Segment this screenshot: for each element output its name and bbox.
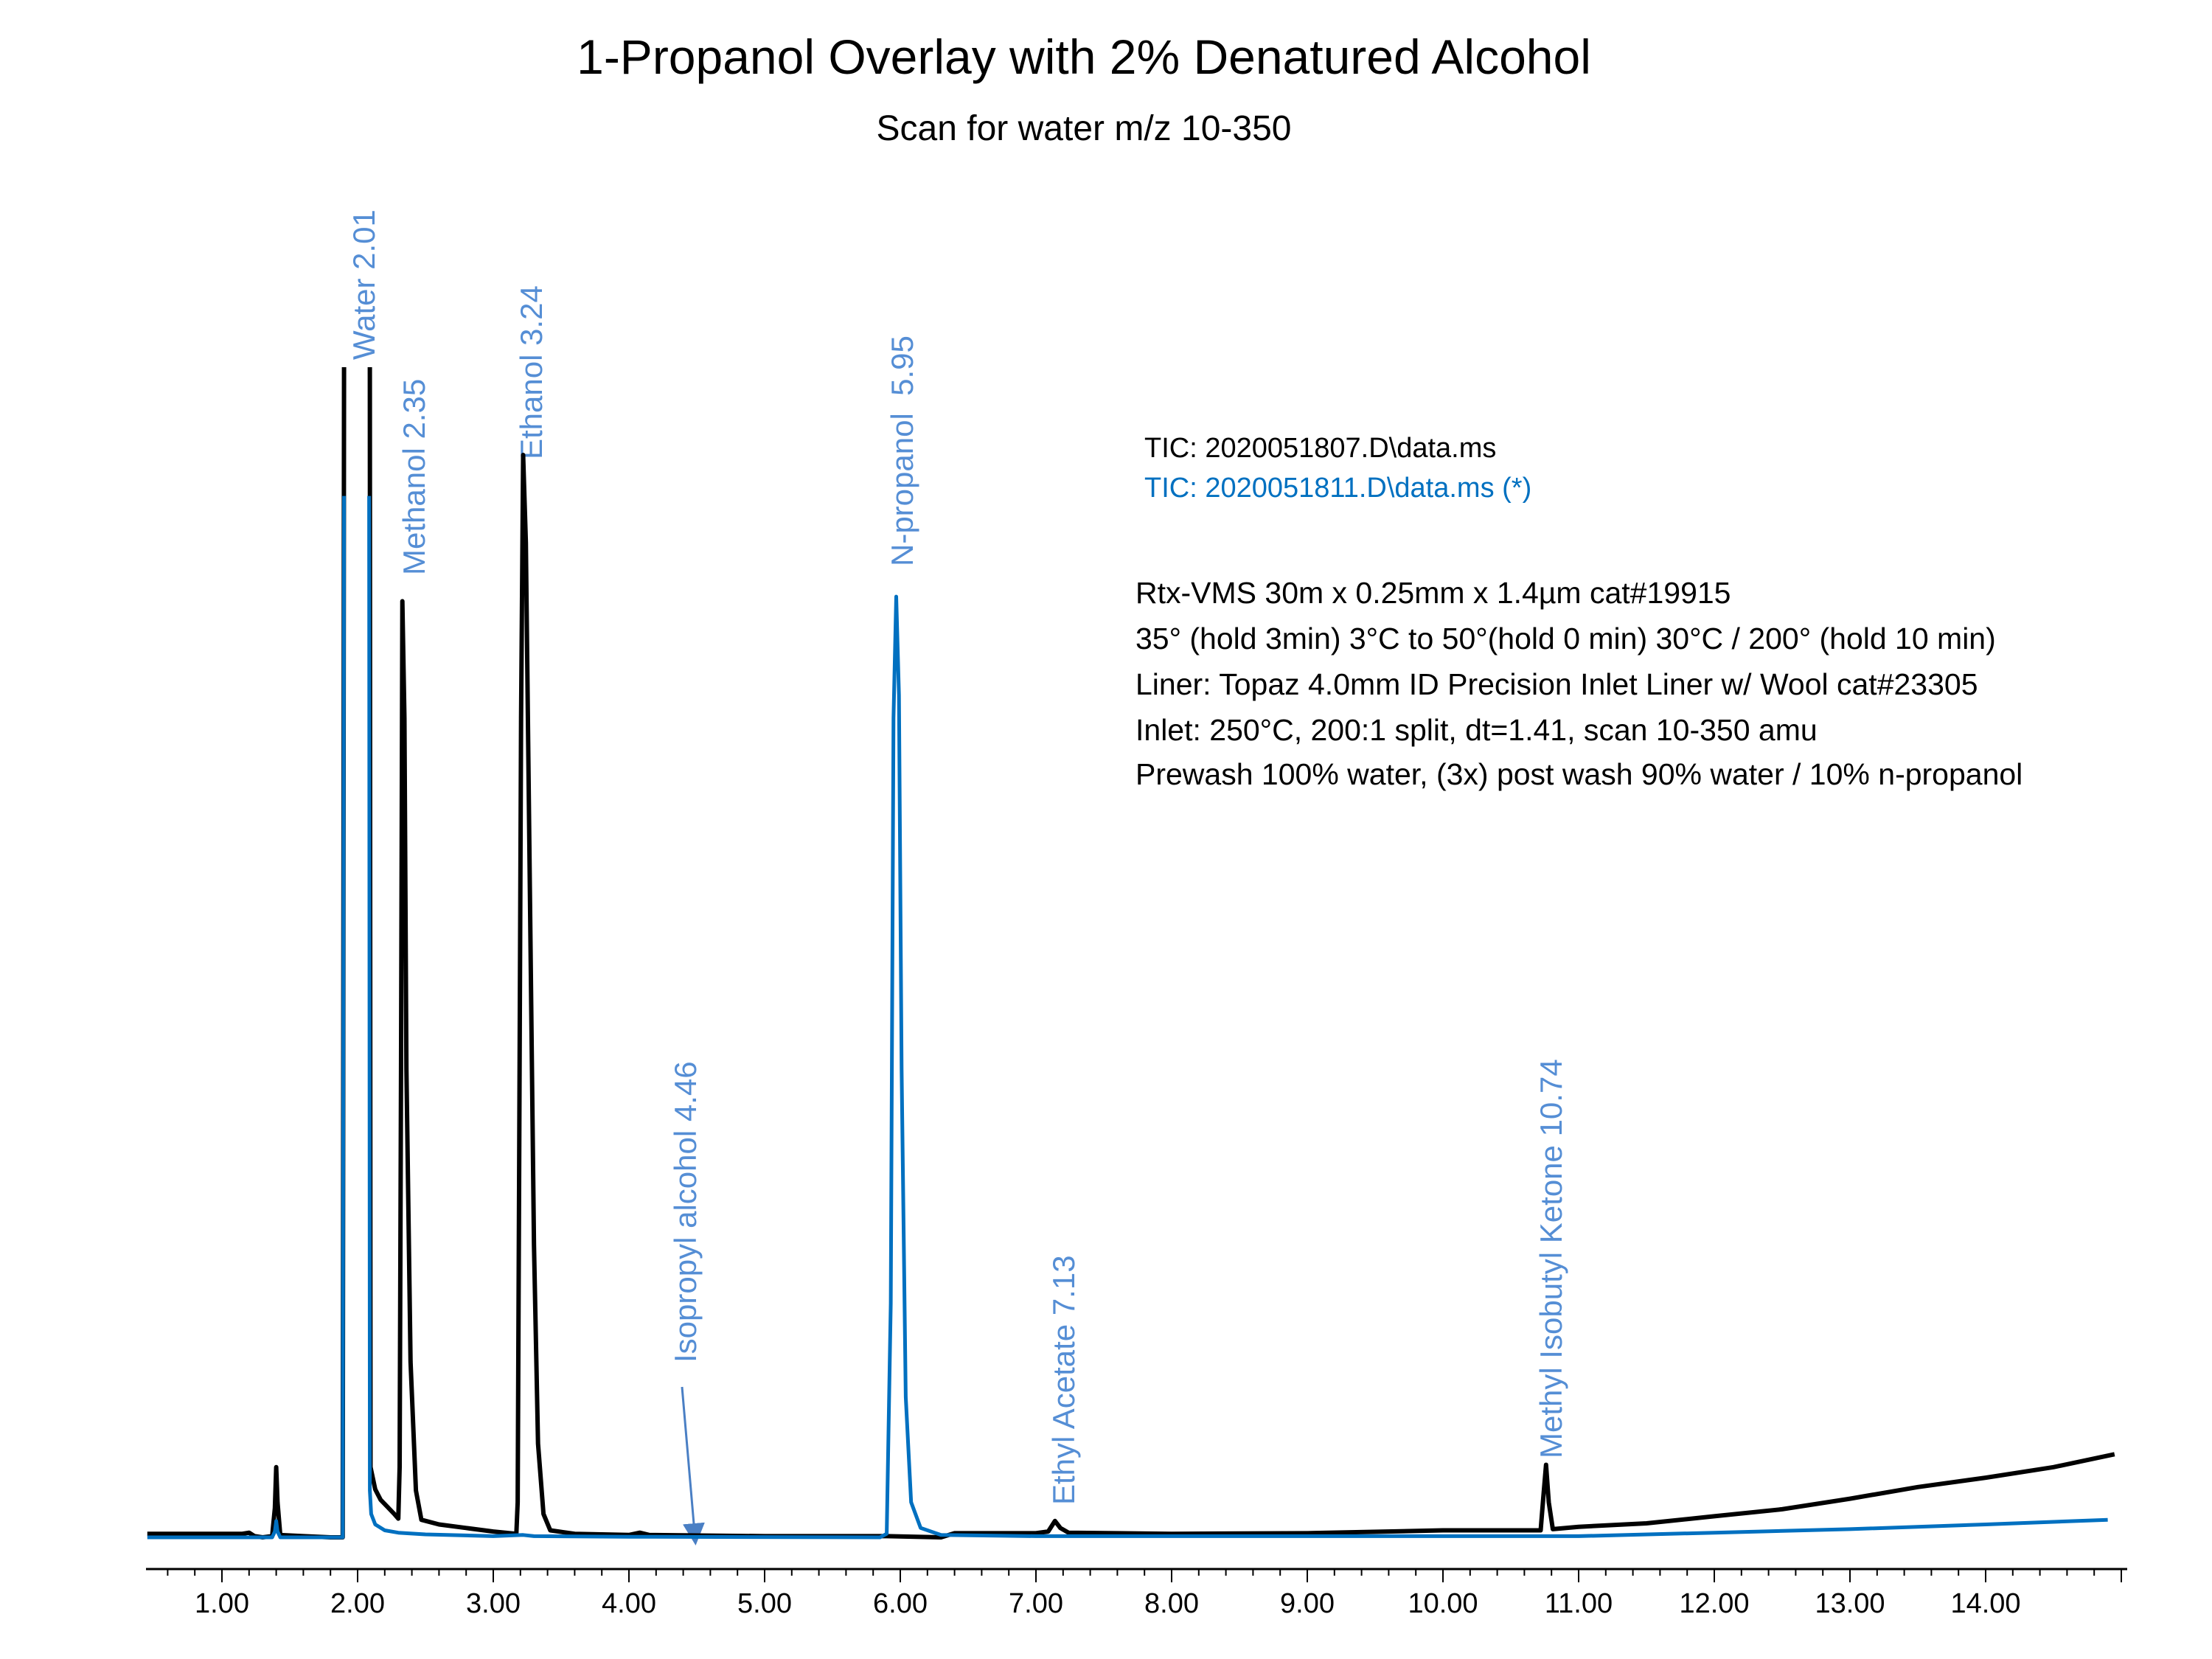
- x-tick-label: 9.00: [1280, 1588, 1335, 1619]
- method-note-inlet: Inlet: 250°C, 200:1 split, dt=1.41, scan…: [1135, 713, 1818, 747]
- x-tick-label: 3.00: [466, 1588, 521, 1619]
- x-tick-label: 6.00: [873, 1588, 928, 1619]
- x-tick-label: 7.00: [1009, 1588, 1063, 1619]
- x-tick-label: 2.00: [330, 1588, 385, 1619]
- chart-subtitle: Scan for water m/z 10-350: [877, 109, 1292, 148]
- method-note-oven: 35° (hold 3min) 3°C to 50°(hold 0 min) 3…: [1135, 622, 1996, 655]
- legend-entry-blue: TIC: 2020051811.D\data.ms (*): [1144, 473, 1531, 504]
- series-line-blue-tic: [147, 495, 2108, 1540]
- peak-label-methanol: Methanol 2.35: [397, 379, 431, 575]
- x-tick-label: 11.00: [1545, 1588, 1613, 1619]
- legend: TIC: 2020051807.D\data.ms TIC: 202005181…: [1144, 433, 1531, 504]
- peak-label-ethanol: Ethanol 3.24: [514, 285, 549, 459]
- method-note-column: Rtx-VMS 30m x 0.25mm x 1.4µm cat#19915: [1135, 576, 1731, 610]
- peak-label-ethyl-acetate: Ethyl Acetate 7.13: [1046, 1255, 1081, 1505]
- x-tick-label: 13.00: [1815, 1588, 1885, 1619]
- peak-label-mibk: Methyl Isobutyl Ketone 10.74: [1534, 1059, 1568, 1458]
- peak-label-water: Water 2.01: [347, 209, 381, 360]
- chart-title: 1-Propanol Overlay with 2% Denatured Alc…: [577, 29, 1591, 84]
- peak-label-isopropyl-alcohol: Isopropyl alcohol 4.46: [668, 1061, 703, 1363]
- peak-labels: Water 2.01 Methanol 2.35 Ethanol 3.24 N-…: [347, 209, 1568, 1545]
- x-tick-label: 8.00: [1144, 1588, 1199, 1619]
- series-line-black-tic: [147, 366, 2115, 1540]
- legend-entry-black: TIC: 2020051807.D\data.ms: [1144, 433, 1496, 464]
- peak-label-n-propanol: N-propanol 5.95: [885, 335, 919, 566]
- x-axis: 1.00 2.00 3.00 4.00 5.00 6.00 7.00 8.00 9.00 10.0…: [146, 1568, 2127, 1619]
- x-tick-label: 10.00: [1408, 1588, 1478, 1619]
- method-note-liner: Liner: Topaz 4.0mm ID Precision Inlet Li…: [1135, 667, 1978, 701]
- x-tick-label: 14.00: [1950, 1588, 2020, 1619]
- x-tick-label: 12.00: [1679, 1588, 1749, 1619]
- x-tick-label: 5.00: [737, 1588, 792, 1619]
- isopropyl-arrow: [681, 1386, 705, 1545]
- x-tick-label: 1.00: [195, 1588, 249, 1619]
- method-note-wash: Prewash 100% water, (3x) post wash 90% w…: [1135, 757, 2023, 791]
- method-notes: Rtx-VMS 30m x 0.25mm x 1.4µm cat#19915 3…: [1135, 576, 2023, 791]
- traces: [147, 366, 2115, 1540]
- x-tick-label: 4.00: [602, 1588, 656, 1619]
